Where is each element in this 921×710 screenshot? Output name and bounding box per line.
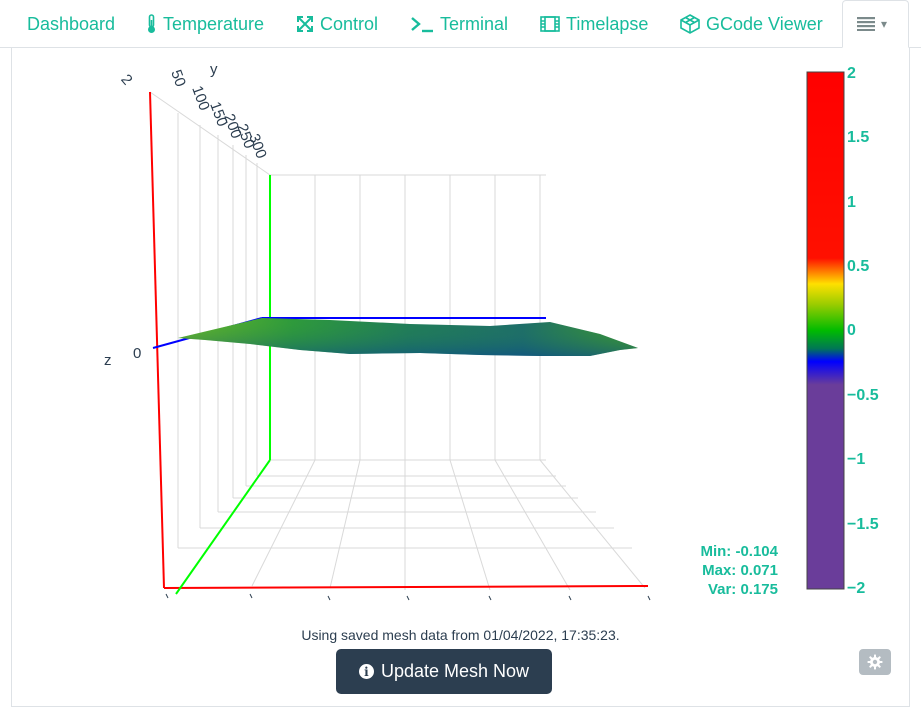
thermometer-icon [146, 14, 157, 34]
colorbar-ticks: 2 1.5 1 0.5 0 −0.5 −1 −1.5 −2 [847, 65, 879, 597]
z-axis-ticks: 2 0 z [104, 71, 141, 369]
bed-visualizer-panel [11, 48, 910, 707]
tab-label: Control [320, 13, 379, 34]
colorbar-tick-label: 1.5 [847, 129, 869, 146]
axis-lines [149, 91, 649, 595]
cube-icon [680, 14, 700, 34]
tab-label: Timelapse [566, 13, 649, 34]
tab-control[interactable]: Control [296, 0, 378, 48]
x-axis-tick-marks [165, 593, 651, 601]
colorbar-tick-label: 1 [847, 194, 856, 211]
film-icon [540, 16, 560, 32]
terminal-icon [410, 15, 434, 33]
mesh-3d-plot[interactable]: 2 0 z y 50 100 150 200 250 300 2 1.5 1 0… [0, 48, 921, 618]
colorbar-tick-label: 0 [847, 322, 856, 339]
y-axis-ticks: y 50 100 150 200 250 300 [167, 61, 270, 161]
settings-button[interactable] [859, 649, 891, 675]
tab-temperature[interactable]: Temperature [146, 0, 264, 48]
z-tick-label: 0 [133, 345, 141, 362]
colorbar-tick-label: −1 [847, 451, 865, 468]
tab-label: GCode Viewer [706, 13, 823, 34]
mesh-surface [178, 318, 638, 356]
y-tick-label: 300 [245, 132, 270, 161]
arrows-icon [296, 15, 314, 33]
stat-var: Var: 0.175 [707, 581, 778, 598]
update-mesh-button[interactable]: i Update Mesh Now [336, 649, 552, 694]
z-axis-label: z [104, 352, 112, 369]
y-axis-label: y [210, 61, 218, 78]
update-mesh-label: Update Mesh Now [380, 661, 530, 681]
stat-max: Max: 0.071 [702, 562, 778, 579]
tab-bar: Dashboard Temperature Control Terminal T… [0, 0, 921, 48]
tab-terminal[interactable]: Terminal [410, 0, 508, 48]
colorbar-tick-label: 2 [847, 65, 856, 82]
colorbar-tick-label: −1.5 [847, 516, 879, 533]
colorbar-tick-label: −0.5 [847, 387, 879, 404]
mesh-status-text: Using saved mesh data from 01/04/2022, 1… [301, 627, 620, 643]
tab-menu-dropdown[interactable]: ▾ [842, 0, 909, 48]
tab-label: Terminal [440, 13, 509, 34]
z-tick-label: 2 [117, 71, 135, 88]
list-icon [857, 17, 875, 31]
gear-icon [867, 654, 883, 670]
chevron-down-icon: ▾ [881, 17, 888, 31]
side-wall-grid [149, 91, 271, 548]
floor-grid [178, 459, 646, 591]
colorbar [806, 71, 845, 590]
colorbar-tick-label: 0.5 [847, 258, 869, 275]
mesh-stats: Min: -0.104 Max: 0.071 Var: 0.175 [676, 542, 778, 599]
colorbar-tick-label: −2 [847, 580, 865, 597]
tab-timelapse[interactable]: Timelapse [540, 0, 648, 48]
tab-dashboard[interactable]: Dashboard [27, 0, 115, 48]
tab-label: Dashboard [27, 13, 116, 34]
tab-label: Temperature [163, 13, 265, 34]
y-tick-label: 50 [167, 68, 189, 89]
stat-min: Min: -0.104 [700, 543, 778, 560]
info-circle-icon: i [358, 664, 374, 679]
tab-gcode-viewer[interactable]: GCode Viewer [680, 0, 823, 48]
